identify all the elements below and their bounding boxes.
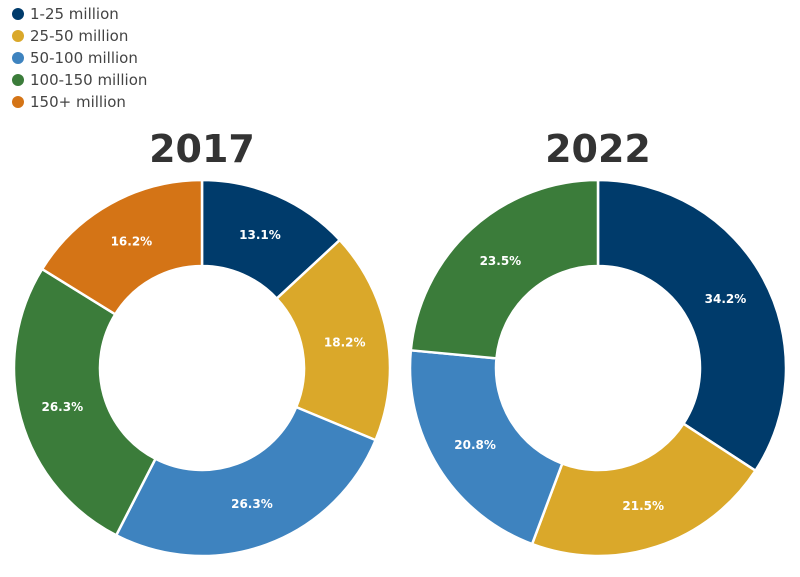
chart-title-2017: 2017 (149, 127, 255, 171)
legend-item-50-100-million[interactable]: 50-100 million (12, 47, 147, 69)
slice-label-2017-50-100-million: 26.3% (231, 497, 273, 511)
slice-label-2017-1-25-million: 13.1% (239, 228, 281, 242)
slice-label-2017-100-150-million: 26.3% (41, 400, 83, 414)
slice-label-2022-25-50-million: 21.5% (622, 499, 664, 513)
slice-2022-1-25-million[interactable] (596, 178, 788, 472)
legend: 1-25 million 25-50 million 50-100 millio… (12, 3, 147, 113)
slice-label-2022-50-100-million: 20.8% (454, 438, 496, 452)
legend-swatch (12, 8, 24, 20)
slice-2022-100-150-million[interactable] (409, 178, 600, 360)
legend-label: 25-50 million (30, 27, 129, 45)
legend-label: 100-150 million (30, 71, 148, 89)
legend-swatch (12, 74, 24, 86)
slice-2017-25-50-million[interactable] (275, 238, 392, 442)
legend-item-100-150-million[interactable]: 100-150 million (12, 69, 147, 91)
legend-item-1-25-million[interactable]: 1-25 million (12, 3, 147, 25)
legend-item-150-plus-million[interactable]: 150+ million (12, 91, 147, 113)
donut-2022: 34.2% 21.5% 20.8% 23.5% (408, 178, 788, 558)
slice-label-2017-150-plus-million: 16.2% (111, 234, 153, 248)
slice-label-2022-100-150-million: 23.5% (480, 254, 522, 268)
legend-item-25-50-million[interactable]: 25-50 million (12, 25, 147, 47)
legend-swatch (12, 30, 24, 42)
donut-2017: 13.1% 18.2% 26.3% 26.3% 16.2% (12, 178, 392, 558)
legend-swatch (12, 96, 24, 108)
legend-swatch (12, 52, 24, 64)
chart-title-2022: 2022 (545, 127, 651, 171)
slice-2022-50-100-million[interactable] (408, 349, 564, 546)
legend-label: 150+ million (30, 93, 126, 111)
slice-2017-50-100-million[interactable] (114, 405, 377, 558)
slice-label-2022-1-25-million: 34.2% (705, 292, 747, 306)
slice-label-2017-25-50-million: 18.2% (324, 335, 366, 349)
slice-2017-150-plus-million[interactable] (40, 178, 204, 316)
slice-2022-25-50-million[interactable] (530, 422, 757, 558)
legend-label: 50-100 million (30, 49, 138, 67)
slice-2017-100-150-million[interactable] (12, 267, 157, 537)
legend-label: 1-25 million (30, 5, 119, 23)
